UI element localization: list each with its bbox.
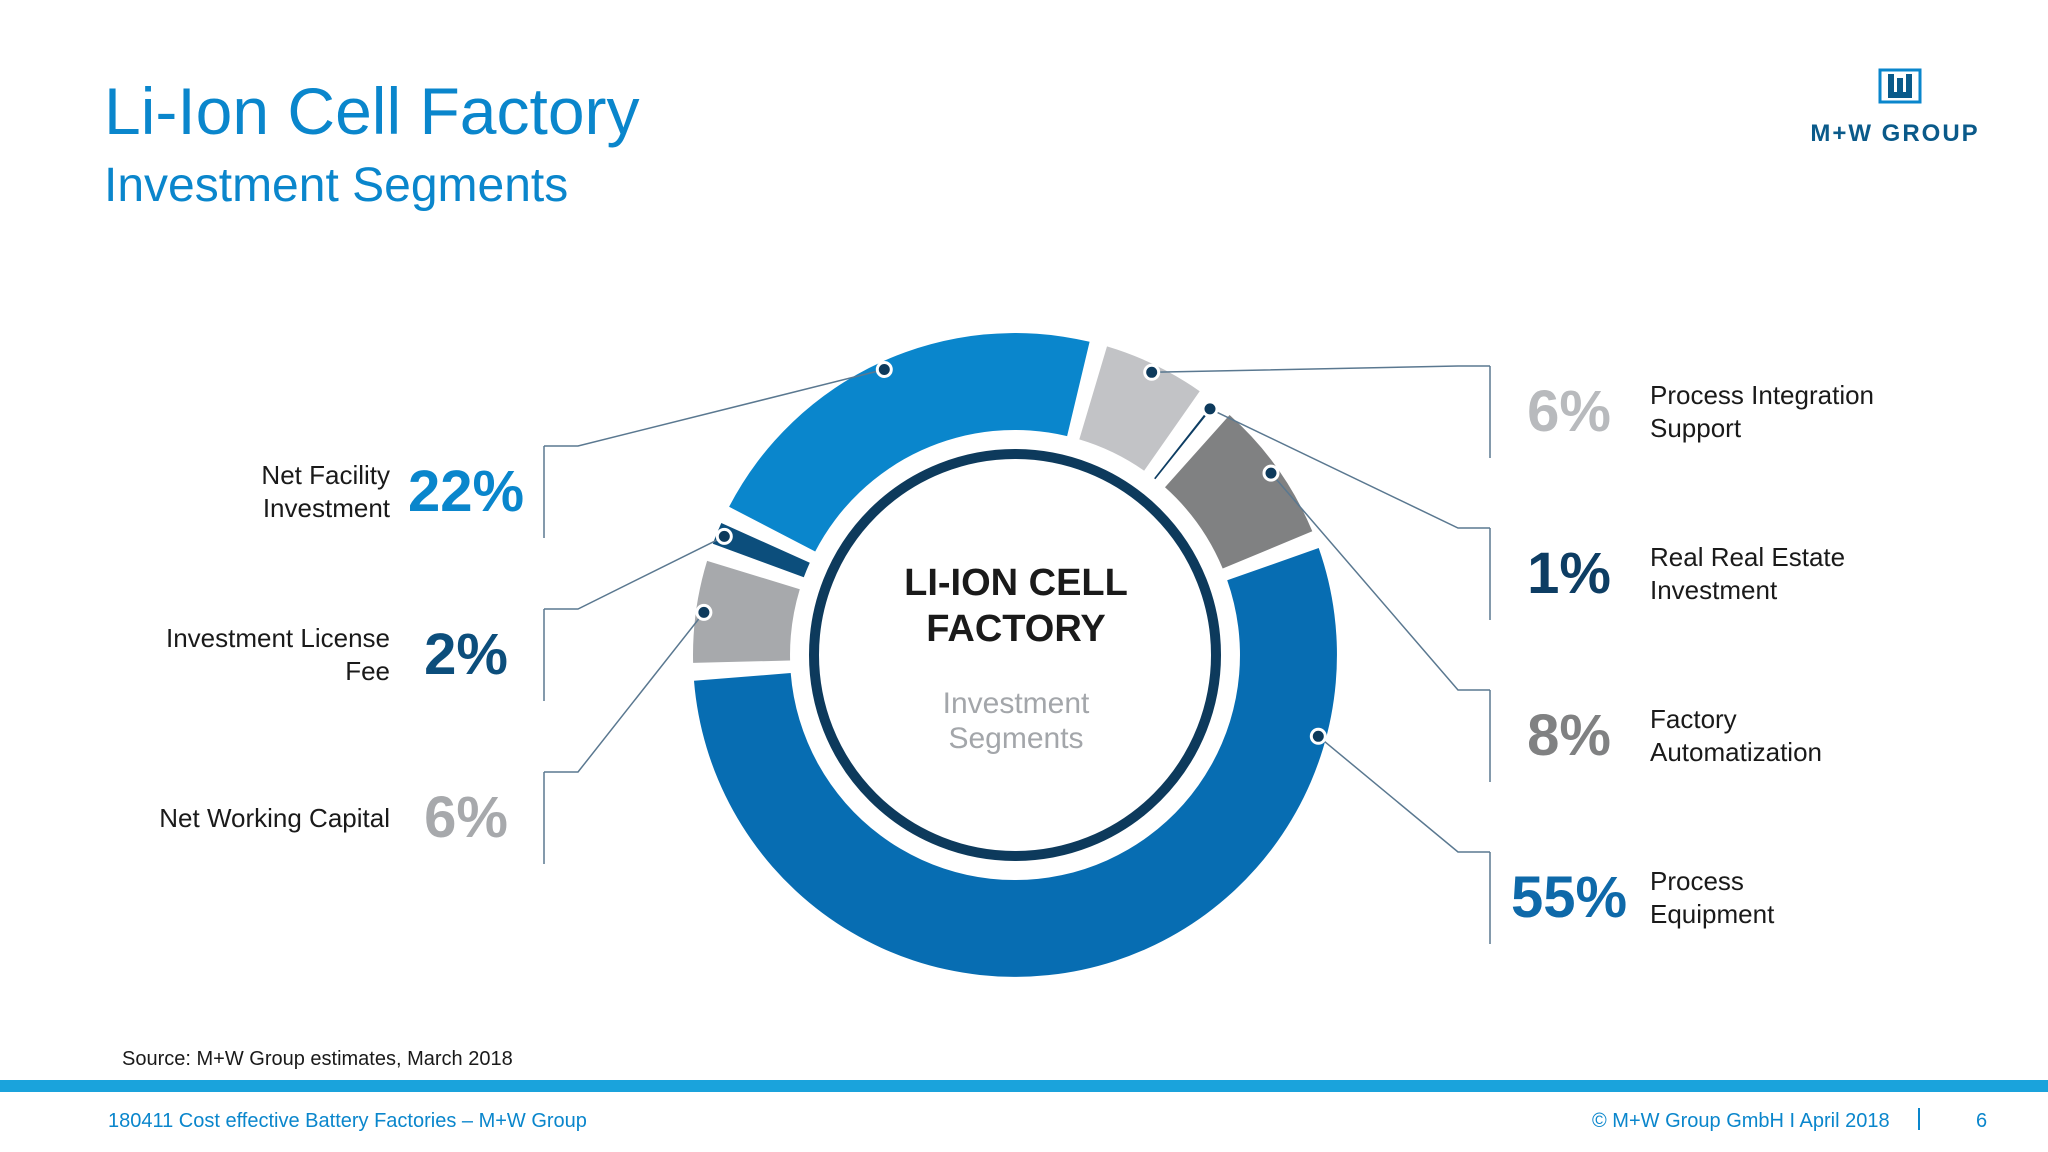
segment-label-line: Net Working Capital xyxy=(159,802,390,833)
segment-label-line: Process Integration xyxy=(1650,380,1875,410)
segment-label-line: Support xyxy=(1650,413,1742,443)
center-subtitle: Investment Segments xyxy=(856,686,1176,756)
footer-separator xyxy=(1918,1108,1920,1130)
leader-dot xyxy=(1262,464,1280,482)
segment-percent: 1% xyxy=(1527,541,1611,606)
leader-dot xyxy=(875,361,893,378)
segment-label: Net Facility Investment xyxy=(80,459,390,525)
segment-label: Process Integration Support xyxy=(1650,379,1874,445)
leader-line xyxy=(544,368,885,447)
segment-percent: 55% xyxy=(1510,865,1628,930)
leader-dot xyxy=(1309,727,1327,745)
segment-label-line: Investment xyxy=(1650,575,1778,605)
donut-segment xyxy=(1154,402,1216,480)
page-subtitle: Investment Segments xyxy=(104,159,569,212)
segment-label-line: Automatization xyxy=(1650,737,1822,767)
inner-ring xyxy=(809,449,1221,861)
leader-line xyxy=(1151,365,1490,374)
footer-doc-title: 180411 Cost effective Battery Factories … xyxy=(108,1110,587,1132)
donut-segment xyxy=(712,523,810,578)
leader-line xyxy=(1209,408,1490,529)
logo-text: M+W GROUP xyxy=(1810,120,1980,147)
center-subtitle-line: Investment xyxy=(942,687,1090,720)
leader-dot xyxy=(715,527,733,545)
segment-label: Investment License Fee xyxy=(80,622,390,688)
center-title-line: FACTORY xyxy=(926,608,1106,650)
segment-label: Process Equipment xyxy=(1650,865,1774,931)
segment-percent: 2% xyxy=(424,622,508,687)
segment-percent: 8% xyxy=(1527,703,1611,768)
company-logo: M+W GROUP xyxy=(1800,68,1990,158)
segment-percent: 6% xyxy=(424,785,508,850)
segment-label-line: Investment License xyxy=(165,623,390,653)
leader-line xyxy=(544,611,705,773)
mw-logo-icon xyxy=(1878,68,1922,104)
footer-copyright: © M+W Group GmbH I April 2018 xyxy=(1592,1110,1890,1132)
page-title: Li-Ion Cell Factory xyxy=(104,74,640,148)
segment-percent: 6% xyxy=(1527,379,1611,444)
segment-label-line: Process xyxy=(1650,866,1744,896)
segment-label: Factory Automatization xyxy=(1650,703,1822,769)
segment-label: Real Real Estate Investment xyxy=(1650,541,1845,607)
segment-label-line: Factory xyxy=(1650,704,1737,734)
segment-label-line: Investment xyxy=(262,493,390,523)
segment-label-line: Equipment xyxy=(1650,899,1775,929)
leader-dot xyxy=(1143,363,1161,381)
leader-dot xyxy=(695,603,713,621)
leader-line xyxy=(1317,735,1490,853)
segment-label-line: Real Real Estate xyxy=(1650,542,1846,572)
source-note: Source: M+W Group estimates, March 2018 xyxy=(122,1048,513,1070)
segment-label-line: Fee xyxy=(345,656,390,686)
donut-segment xyxy=(729,333,1090,552)
center-subtitle-line: Segments xyxy=(948,722,1084,755)
page-number: 6 xyxy=(1976,1110,1988,1132)
center-title-line: LI-ION CELL xyxy=(904,562,1128,604)
footer-bar xyxy=(0,1080,2048,1092)
leader-line xyxy=(1270,472,1490,691)
segment-label: Net Working Capital xyxy=(80,802,390,835)
donut-segment xyxy=(694,548,1337,977)
leader-dot xyxy=(1201,400,1219,418)
donut-segment xyxy=(1079,346,1200,471)
segment-percent: 22% xyxy=(407,459,525,524)
center-title: LI-ION CELL FACTORY xyxy=(856,560,1176,652)
donut-segment xyxy=(693,560,800,663)
donut-segment xyxy=(1165,415,1313,569)
segment-label-line: Net Facility xyxy=(261,460,390,490)
leader-line xyxy=(544,535,725,610)
